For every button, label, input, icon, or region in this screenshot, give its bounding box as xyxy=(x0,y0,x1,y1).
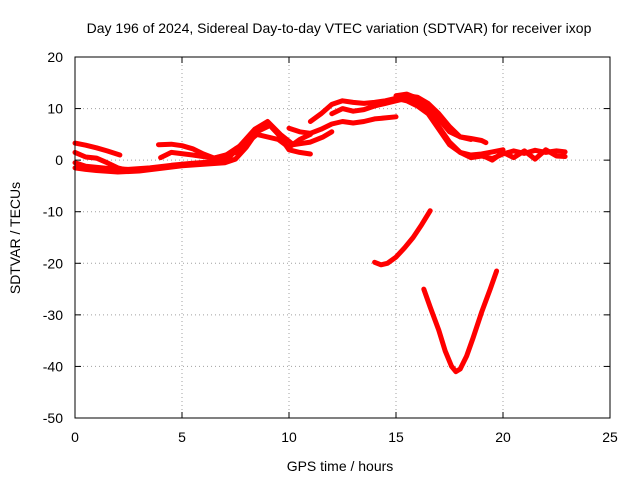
y-tick-label: -10 xyxy=(43,204,63,220)
y-tick-label: 20 xyxy=(47,49,63,65)
y-tick-label: -20 xyxy=(43,255,63,271)
x-tick-label: 15 xyxy=(388,429,404,445)
plot-frame xyxy=(74,56,611,419)
data-series xyxy=(72,91,568,375)
series-track-a xyxy=(72,140,123,158)
x-tick-label: 10 xyxy=(281,429,297,445)
y-axis-title: SDTVAR / TECUs xyxy=(7,182,23,294)
series-track-m xyxy=(372,208,433,268)
y-tick-label: 0 xyxy=(55,152,63,168)
y-tick-label: -30 xyxy=(43,307,63,323)
x-axis-title: GPS time / hours xyxy=(287,458,394,474)
series-track-d xyxy=(72,149,142,173)
y-axis: 20 10 0 -10 -20 -30 -40 -50 xyxy=(43,49,610,426)
x-tick-label: 20 xyxy=(495,429,511,445)
series-track-f xyxy=(158,131,313,161)
y-tick-label: -50 xyxy=(43,410,63,426)
series-track-l xyxy=(479,147,568,163)
x-tick-label: 5 xyxy=(178,429,186,445)
y-tick-label: -40 xyxy=(43,358,63,374)
series-track-k xyxy=(393,91,489,146)
y-tick-label: 10 xyxy=(47,101,63,117)
x-tick-label: 25 xyxy=(602,429,618,445)
x-tick-label: 0 xyxy=(71,429,79,445)
series-track-g xyxy=(286,114,399,136)
chart-title: Day 196 of 2024, Sidereal Day-to-day VTE… xyxy=(87,20,592,36)
series-track-n xyxy=(421,268,500,375)
x-axis: 0 5 10 15 20 25 xyxy=(71,57,618,445)
